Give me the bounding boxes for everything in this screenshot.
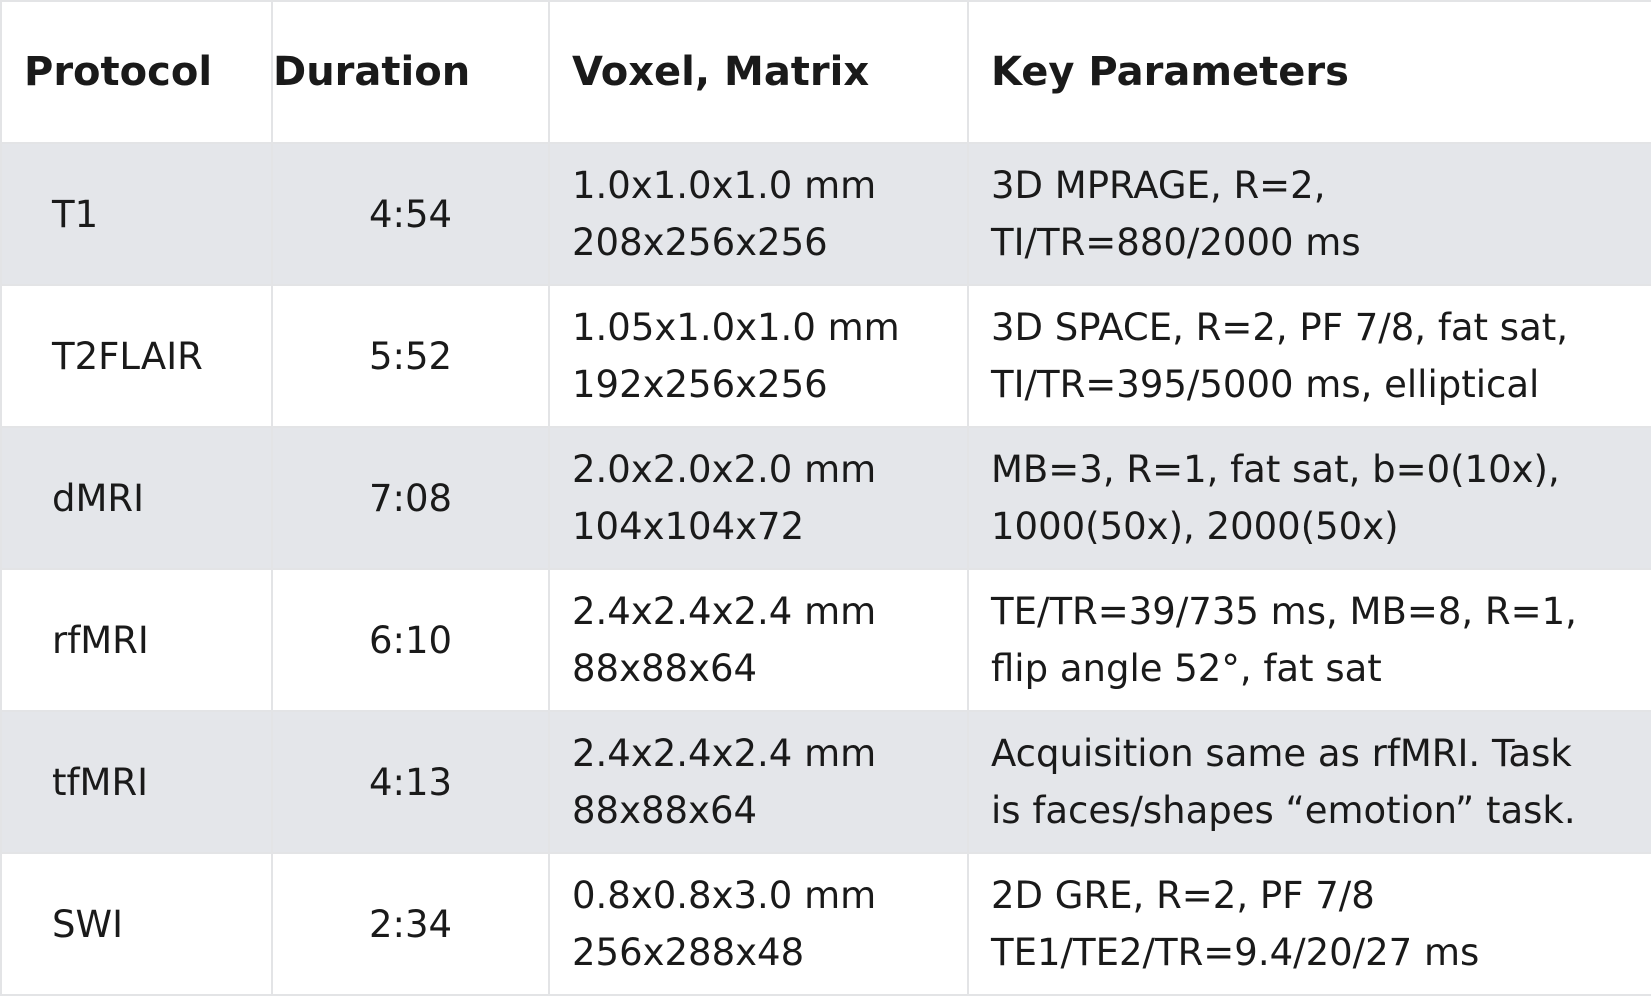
table-cell: 5:52 bbox=[271, 284, 550, 428]
cell-line: Acquisition same as rfMRI. Task bbox=[991, 732, 1572, 775]
cell-line: 0.8x0.8x3.0 mm bbox=[572, 874, 877, 917]
table-cell: T2FLAIR bbox=[0, 284, 273, 428]
cell-line: TI/TR=395/5000 ms, elliptical bbox=[991, 363, 1540, 406]
cell-line: 88x88x64 bbox=[572, 647, 758, 690]
table-row: tfMRI 4:13 2.4x2.4x2.4 mm 88x88x64 Acquisiti… bbox=[0, 710, 1651, 854]
table-cell: 1.0x1.0x1.0 mm 208x256x256 bbox=[548, 142, 969, 286]
cell-line: 3D SPACE, R=2, PF 7/8, fat sat, bbox=[991, 306, 1569, 349]
table-row: rfMRI 6:10 2.4x2.4x2.4 mm 88x88x64 TE/TR=39/… bbox=[0, 568, 1651, 712]
table-cell: SWI bbox=[0, 852, 273, 996]
table-cell: 2.0x2.0x2.0 mm 104x104x72 bbox=[548, 426, 969, 570]
table-cell: rfMRI bbox=[0, 568, 273, 712]
cell-line: TE1/TE2/TR=9.4/20/27 ms bbox=[991, 931, 1480, 974]
table-cell: 2D GRE, R=2, PF 7/8 TE1/TE2/TR=9.4/20/27 … bbox=[967, 852, 1651, 996]
header-cell: Key Parameters bbox=[967, 0, 1651, 144]
cell-line: 1.0x1.0x1.0 mm bbox=[572, 164, 877, 207]
table-cell: T1 bbox=[0, 142, 273, 286]
table-cell: TE/TR=39/735 ms, MB=8, R=1, flip angle 52… bbox=[967, 568, 1651, 712]
table-cell: 0.8x0.8x3.0 mm 256x288x48 bbox=[548, 852, 969, 996]
table-row: SWI 2:34 0.8x0.8x3.0 mm 256x288x48 2D GRE, R… bbox=[0, 852, 1651, 996]
cell-line: MB=3, R=1, fat sat, b=0(10x), bbox=[991, 448, 1560, 491]
table-cell: 3D MPRAGE, R=2, TI/TR=880/2000 ms bbox=[967, 142, 1651, 286]
table-cell: MB=3, R=1, fat sat, b=0(10x), 1000(50x), … bbox=[967, 426, 1651, 570]
cell-line: 208x256x256 bbox=[572, 221, 828, 264]
header-row: Protocol Duration Voxel, Matrix Key Paramet… bbox=[0, 0, 1651, 144]
cell-line: 1000(50x), 2000(50x) bbox=[991, 505, 1399, 548]
cell-line: 104x104x72 bbox=[572, 505, 805, 548]
cell-line: 2.4x2.4x2.4 mm bbox=[572, 732, 877, 775]
table-cell: 4:54 bbox=[271, 142, 550, 286]
cell-line: 192x256x256 bbox=[572, 363, 828, 406]
table-cell: 6:10 bbox=[271, 568, 550, 712]
table-row: T1 4:54 1.0x1.0x1.0 mm 208x256x256 3D MPRAGE… bbox=[0, 142, 1651, 286]
table-cell: dMRI bbox=[0, 426, 273, 570]
table-cell: 2:34 bbox=[271, 852, 550, 996]
table-cell: 4:13 bbox=[271, 710, 550, 854]
cell-line: 3D MPRAGE, R=2, bbox=[991, 164, 1326, 207]
cell-line: 256x288x48 bbox=[572, 931, 805, 974]
table-row: dMRI 7:08 2.0x2.0x2.0 mm 104x104x72 MB=3, R=… bbox=[0, 426, 1651, 570]
cell-line: 1.05x1.0x1.0 mm bbox=[572, 306, 900, 349]
table-cell: 2.4x2.4x2.4 mm 88x88x64 bbox=[548, 568, 969, 712]
table-cell: 7:08 bbox=[271, 426, 550, 570]
cell-line: 2.4x2.4x2.4 mm bbox=[572, 590, 877, 633]
table-cell: 1.05x1.0x1.0 mm 192x256x256 bbox=[548, 284, 969, 428]
cell-line: TI/TR=880/2000 ms bbox=[991, 221, 1361, 264]
header-cell: Protocol bbox=[0, 0, 273, 144]
cell-line: 88x88x64 bbox=[572, 789, 758, 832]
table-body: T1 4:54 1.0x1.0x1.0 mm 208x256x256 3D MPRAGE… bbox=[0, 142, 1651, 996]
cell-line: is faces/shapes “emotion” task. bbox=[991, 789, 1576, 832]
cell-line: 2D GRE, R=2, PF 7/8 bbox=[991, 874, 1375, 917]
cell-line: TE/TR=39/735 ms, MB=8, R=1, bbox=[991, 590, 1577, 633]
table-cell: tfMRI bbox=[0, 710, 273, 854]
header-cell: Voxel, Matrix bbox=[548, 0, 969, 144]
header-cell: Duration bbox=[271, 0, 550, 144]
table-cell: 3D SPACE, R=2, PF 7/8, fat sat, TI/TR=395… bbox=[967, 284, 1651, 428]
cell-line: 2.0x2.0x2.0 mm bbox=[572, 448, 877, 491]
cell-line: flip angle 52°, fat sat bbox=[991, 647, 1382, 690]
table-cell: Acquisition same as rfMRI. Task is faces/… bbox=[967, 710, 1651, 854]
table-cell: 2.4x2.4x2.4 mm 88x88x64 bbox=[548, 710, 969, 854]
table-row: T2FLAIR 5:52 1.05x1.0x1.0 mm 192x256x256 3D … bbox=[0, 284, 1651, 428]
